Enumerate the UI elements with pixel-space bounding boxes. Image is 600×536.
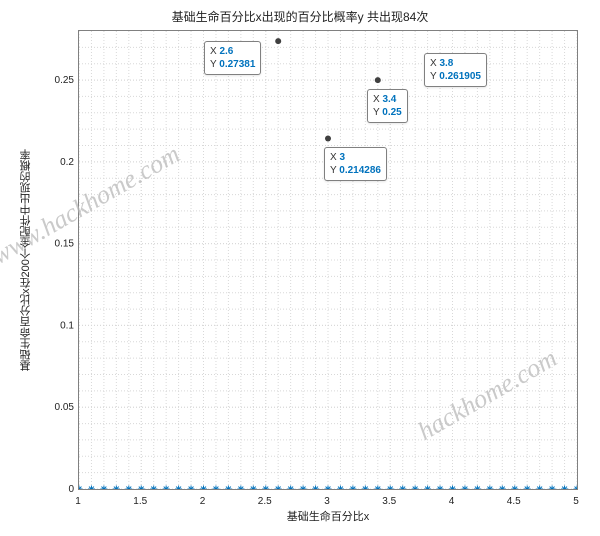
chart-frame: 基础生命百分比x出现的百分比概率y 共出现84次 基础生命百分比x在200个金配… xyxy=(8,8,592,528)
chart-title: 基础生命百分比x出现的百分比概率y 共出现84次 xyxy=(8,8,592,25)
datatip: X 3.8Y 0.261905 xyxy=(424,53,487,87)
svg-text:4: 4 xyxy=(449,496,455,507)
datatip: X 3Y 0.214286 xyxy=(324,147,387,181)
y-axis-label: 基础生命百分比x在200个金配件中出现的概率 xyxy=(18,30,34,490)
datatip: X 2.6Y 0.27381 xyxy=(204,41,261,75)
svg-text:0.1: 0.1 xyxy=(60,320,74,331)
svg-text:3.5: 3.5 xyxy=(382,496,396,507)
svg-text:0.05: 0.05 xyxy=(55,402,75,413)
x-axis-label: 基础生命百分比x xyxy=(78,508,578,524)
svg-text:3: 3 xyxy=(324,496,330,507)
chart-svg xyxy=(79,31,577,489)
plot-area: X 2.6Y 0.27381 X 3Y 0.214286 X 3.4Y 0.25 X … xyxy=(78,30,578,490)
x-ticks: 11.522.533.544.55 xyxy=(68,490,588,510)
svg-text:0: 0 xyxy=(68,484,74,495)
svg-text:5: 5 xyxy=(573,496,579,507)
y-ticks: 0 0.05 0.1 0.15 0.2 0.25 xyxy=(38,26,78,498)
svg-text:2.5: 2.5 xyxy=(258,496,272,507)
svg-text:1.5: 1.5 xyxy=(133,496,147,507)
svg-text:0.25: 0.25 xyxy=(55,75,75,86)
svg-text:4.5: 4.5 xyxy=(507,496,521,507)
svg-text:0.15: 0.15 xyxy=(55,239,75,250)
datatip: X 3.4Y 0.25 xyxy=(367,89,408,123)
svg-text:0.2: 0.2 xyxy=(60,157,74,168)
svg-text:2: 2 xyxy=(200,496,206,507)
